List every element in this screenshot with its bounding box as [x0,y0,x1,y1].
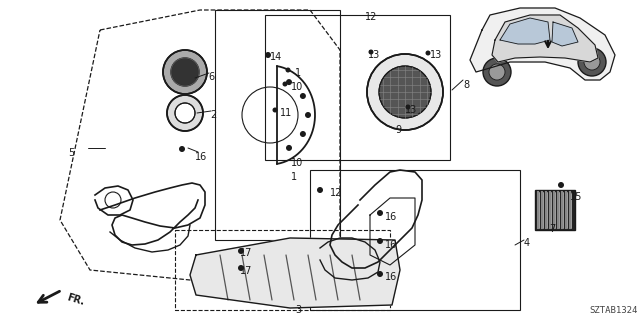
Circle shape [377,210,383,216]
Text: 4: 4 [524,238,530,248]
Circle shape [369,50,374,54]
Circle shape [179,146,185,152]
Circle shape [238,248,244,254]
Text: 10: 10 [291,82,303,92]
Polygon shape [552,22,578,46]
Circle shape [377,271,383,277]
Circle shape [300,131,306,137]
Circle shape [578,48,606,76]
Text: 10: 10 [291,158,303,168]
Text: 3: 3 [295,305,301,315]
Polygon shape [535,190,575,230]
Polygon shape [190,238,400,308]
Circle shape [426,51,431,55]
Circle shape [379,66,431,118]
Text: 7: 7 [549,224,556,234]
Circle shape [367,54,443,130]
Text: 13: 13 [430,50,442,60]
Circle shape [265,52,271,58]
Circle shape [163,50,207,94]
Circle shape [305,112,311,118]
Circle shape [300,93,306,99]
Text: 16: 16 [385,272,397,282]
Text: 6: 6 [208,72,214,82]
Polygon shape [492,15,598,62]
Text: 5: 5 [68,148,74,158]
Text: 17: 17 [240,266,252,276]
Text: 9: 9 [395,125,401,135]
Text: 12: 12 [330,188,342,198]
Circle shape [286,79,292,85]
Circle shape [377,238,383,244]
Text: 8: 8 [463,80,469,90]
Text: 17: 17 [240,248,252,258]
Circle shape [273,108,278,113]
Text: 16: 16 [385,240,397,250]
Circle shape [286,145,292,151]
Text: 1: 1 [295,68,301,78]
Text: SZTAB1324: SZTAB1324 [589,306,638,315]
Circle shape [285,68,291,73]
Circle shape [171,58,199,86]
Circle shape [584,54,600,70]
Circle shape [238,265,244,271]
Text: 16: 16 [385,212,397,222]
Text: FR.: FR. [66,292,86,307]
Text: 15: 15 [570,192,582,202]
Text: 11: 11 [280,108,292,118]
Text: 13: 13 [368,50,380,60]
Circle shape [175,103,195,123]
Text: 2: 2 [210,110,216,120]
Text: 13: 13 [405,105,417,115]
Circle shape [282,82,287,86]
Circle shape [406,105,410,109]
Circle shape [167,95,203,131]
Text: 14: 14 [270,52,282,62]
Circle shape [489,64,505,80]
Text: 12: 12 [365,12,378,22]
Text: 16: 16 [195,152,207,162]
Polygon shape [470,8,615,80]
Polygon shape [320,238,380,280]
Text: 1: 1 [291,172,297,182]
Circle shape [317,187,323,193]
Circle shape [483,58,511,86]
Circle shape [558,182,564,188]
Polygon shape [500,18,550,44]
